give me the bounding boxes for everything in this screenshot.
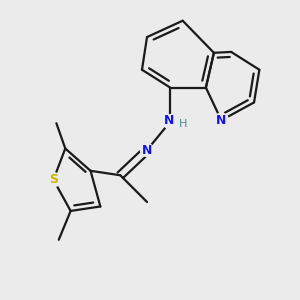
Text: S: S bbox=[49, 173, 58, 186]
Circle shape bbox=[46, 172, 61, 187]
Circle shape bbox=[140, 143, 154, 157]
Text: N: N bbox=[164, 114, 175, 127]
Text: H: H bbox=[178, 119, 187, 129]
Text: N: N bbox=[142, 143, 152, 157]
Circle shape bbox=[214, 113, 229, 127]
Circle shape bbox=[163, 115, 177, 129]
Text: N: N bbox=[216, 114, 226, 127]
